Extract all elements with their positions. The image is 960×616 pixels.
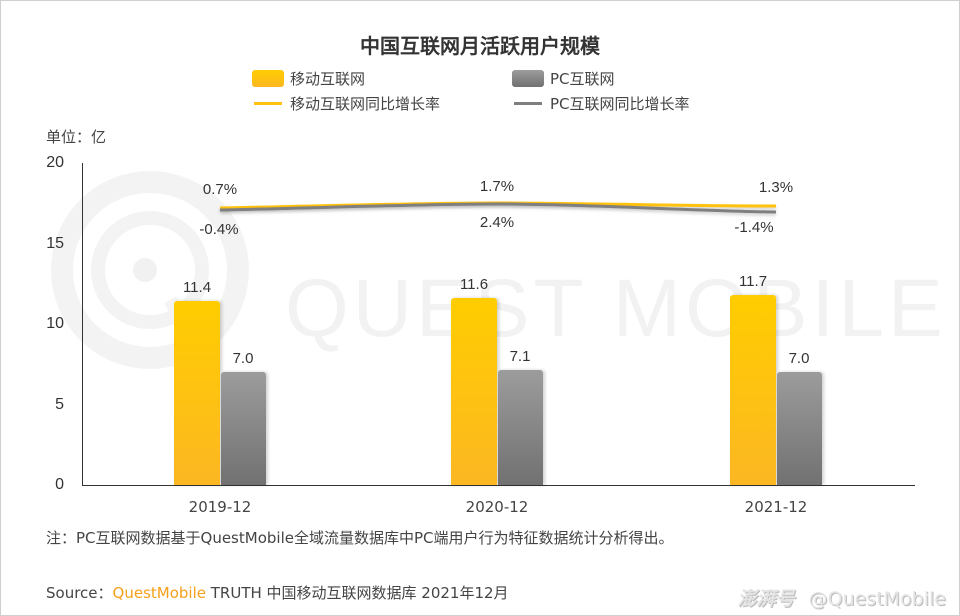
rate-label-pc-2020: 2.4% <box>479 214 515 231</box>
bar-pc-2020 <box>498 370 543 485</box>
bar-mobile-2019 <box>174 301 220 485</box>
credit-handle: @QuestMobile <box>808 588 946 610</box>
legend-item-mobile-rate: 移动互联网同比增长率 <box>252 93 440 114</box>
rate-label-pc-2021: -1.4% <box>734 219 774 236</box>
bar-label-pc-2021: 7.0 <box>788 350 810 367</box>
rate-label-mobile-2020: 1.7% <box>479 178 515 195</box>
y-tick-5: 5 <box>55 396 64 413</box>
rate-label-pc-2019: -0.4% <box>199 221 239 238</box>
bar-label-mobile-2020: 11.6 <box>459 276 489 293</box>
y-tick-10: 10 <box>46 315 64 332</box>
bar-label-pc-2019: 7.0 <box>232 350 254 367</box>
legend-label-pc: PC互联网 <box>550 70 615 88</box>
watermark-text: QUEST MOBILE <box>285 263 947 354</box>
legend-line-pc-rate <box>514 102 542 105</box>
unit-label: 单位：亿 <box>46 128 107 146</box>
chart-title: 中国互联网月活跃用户规模 <box>360 34 600 58</box>
bar-label-mobile-2021: 11.7 <box>738 273 768 290</box>
source-rest: TRUTH 中国移动互联网数据库 2021年12月 <box>205 584 509 602</box>
source-brand: QuestMobile <box>112 584 206 602</box>
legend-swatch-mobile <box>252 70 284 87</box>
y-tick-15: 15 <box>46 235 64 252</box>
rate-label-mobile-2021: 1.3% <box>758 179 794 196</box>
footnote: 注：PC互联网数据基于QuestMobile全域流量数据库中PC端用户行为特征数… <box>46 529 674 547</box>
y-tick-20: 20 <box>46 154 64 171</box>
legend-label-pc-rate: PC互联网同比增长率 <box>550 95 690 113</box>
legend-label-mobile-rate: 移动互联网同比增长率 <box>290 95 441 113</box>
legend-label-mobile: 移动互联网 <box>290 70 366 88</box>
bar-mobile-2020 <box>451 298 497 485</box>
legend-item-pc-rate: PC互联网同比增长率 <box>512 93 690 114</box>
source-line: Source：QuestMobile TRUTH 中国移动互联网数据库 2021… <box>46 582 509 603</box>
y-tick-0: 0 <box>55 476 64 493</box>
bar-pc-2019 <box>221 372 266 485</box>
x-axis <box>82 485 915 486</box>
x-tick-2019: 2019-12 <box>188 498 252 516</box>
rate-label-mobile-2019: 0.7% <box>202 181 238 198</box>
legend-line-mobile-rate <box>254 102 282 105</box>
bar-mobile-2021 <box>730 295 776 485</box>
legend-item-pc: PC互联网 <box>512 68 615 89</box>
bar-label-mobile-2019: 11.4 <box>182 279 212 296</box>
credit-platform: 澎湃号 <box>737 588 795 610</box>
y-axis <box>82 163 83 486</box>
legend-item-mobile: 移动互联网 <box>252 68 365 89</box>
legend-swatch-pc <box>512 70 544 87</box>
source-prefix: Source： <box>46 584 113 602</box>
bar-pc-2021 <box>777 372 822 485</box>
x-tick-2021: 2021-12 <box>744 498 808 516</box>
x-tick-2020: 2020-12 <box>465 498 529 516</box>
line-pc-rate <box>219 202 777 214</box>
credit-watermark: 澎湃号 @QuestMobile <box>738 584 946 611</box>
bar-label-pc-2020: 7.1 <box>509 348 531 365</box>
